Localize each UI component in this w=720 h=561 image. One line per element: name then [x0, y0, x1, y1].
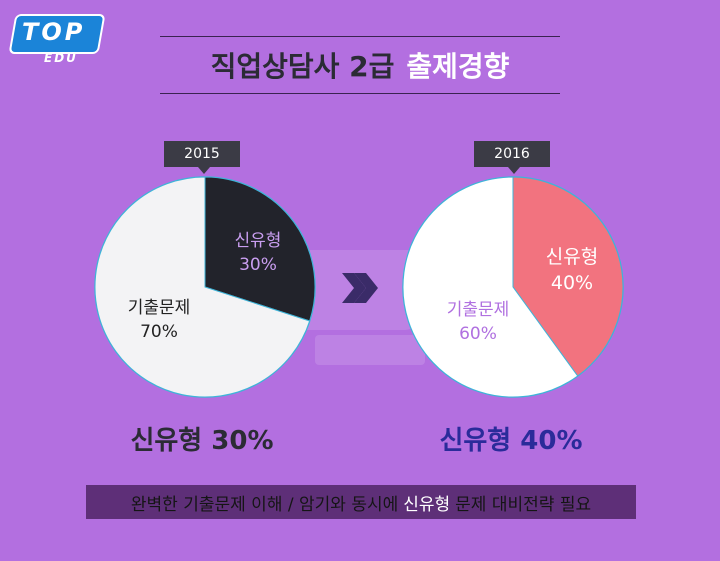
- pie-2015-old-value: 70%: [140, 322, 178, 342]
- logo-top-text: TOP: [22, 18, 86, 46]
- pie-2015-slice-new: [204, 176, 316, 322]
- pie-2016-old-name: 기출문제: [446, 300, 510, 320]
- footer-text-2: 신유형: [403, 494, 451, 515]
- page-title: 직업상담사 2급 출제경향: [160, 36, 560, 94]
- pie-2015-old-name: 기출문제: [127, 298, 191, 318]
- title-main: 직업상담사 2급: [210, 50, 395, 83]
- pie-2015-label-old: 기출문제 70%: [109, 296, 209, 344]
- pie-2016-label-new: 신유형 40%: [522, 244, 622, 296]
- chart-title-2015: 2015: [164, 141, 240, 174]
- pie-2015-slice-old: [94, 176, 311, 398]
- pie-2015-new-value: 30%: [239, 255, 277, 275]
- caption-2015: 신유형 30%: [130, 426, 274, 456]
- footer-text-1: 완벽한 기출문제 이해 / 암기와 동시에: [130, 494, 399, 515]
- pie-2016-new-value: 40%: [550, 272, 594, 294]
- title-accent: 출제경향: [406, 50, 510, 83]
- pie-2015-label-new: 신유형 30%: [208, 229, 308, 277]
- pie-2016-label-old: 기출문제 60%: [428, 298, 528, 346]
- chart-title-2016: 2016: [474, 141, 550, 174]
- caption-2016: 신유형 40%: [439, 426, 583, 456]
- footer-text-3: 문제 대비전략 필요: [455, 494, 592, 515]
- pie-2015-new-name: 신유형: [234, 231, 282, 251]
- pie-2016-old-value: 60%: [459, 324, 497, 344]
- top-edu-logo: TOP EDU: [8, 14, 106, 65]
- pie-2016-slice-old: [402, 176, 579, 398]
- pie-2016-new-name: 신유형: [545, 246, 599, 268]
- footer-banner: 완벽한 기출문제 이해 / 암기와 동시에 신유형 문제 대비전략 필요: [86, 485, 636, 519]
- logo-edu-text: EDU: [44, 51, 78, 65]
- double-chevron-right-icon: [342, 273, 378, 303]
- pie-2016-slice-new: [512, 176, 624, 377]
